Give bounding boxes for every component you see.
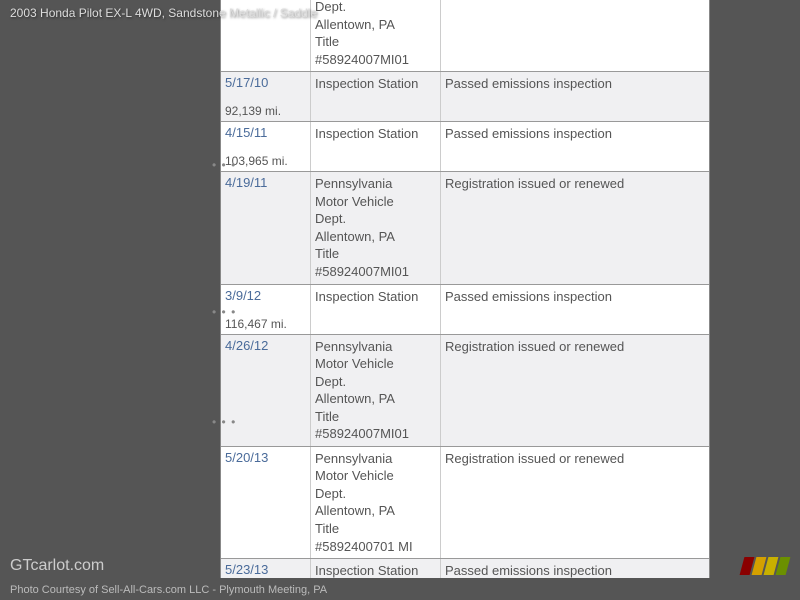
source-line: Inspection Station [315,75,436,93]
source-line: #5892400701 MI [315,538,436,556]
history-row: 5/23/13132,271 mi.Inspection Station Pass… [221,559,709,578]
vehicle-history-panel: PennsylvaniaMotor VehicleDept.Allentown,… [220,0,710,578]
source-line: Pennsylvania [315,175,436,193]
date-column: 5/17/10 92,139 mi. [221,72,311,121]
source-line: Allentown, PA [315,390,436,408]
event-column: Registration issued or renewed [441,0,709,71]
logo-bar [776,557,791,575]
source-line: Inspection Station [315,125,436,143]
watermark-top: 2003 Honda Pilot EX-L 4WD, Sandstone Met… [10,6,317,20]
row-indicator-dots: • • • [212,415,236,429]
record-date[interactable]: 4/15/11 [225,125,306,140]
event-column: Registration issued or renewed [441,172,709,283]
source-line: Title [315,33,436,51]
source-column: Inspection Station [311,72,441,121]
source-line: Dept. [315,0,436,16]
date-column: 5/20/13 [221,447,311,558]
date-column: 4/19/11 [221,172,311,283]
watermark-site: GTcarlot.com [10,557,104,575]
source-column: Inspection Station [311,285,441,334]
source-column: PennsylvaniaMotor VehicleDept.Allentown,… [311,335,441,446]
source-line: #58924007MI01 [315,263,436,281]
source-line: Dept. [315,373,436,391]
source-line: Inspection Station [315,562,436,578]
site-logo [742,557,788,575]
source-line: #58924007MI01 [315,51,436,69]
source-line: Dept. [315,210,436,228]
record-mileage: 103,965 mi. [225,154,306,168]
source-line: Allentown, PA [315,16,436,34]
event-column: Registration issued or renewed [441,335,709,446]
source-line: Motor Vehicle [315,193,436,211]
watermark-credit: Photo Courtesy of Sell-All-Cars.com LLC … [10,584,327,596]
date-column: 5/23/13132,271 mi. [221,559,311,578]
history-row: 4/15/11 103,965 mi. Inspection Station Pass… [221,122,709,172]
history-row: 5/20/13 PennsylvaniaMotor VehicleDept.All… [221,447,709,559]
record-mileage: 116,467 mi. [225,317,306,331]
source-line: Allentown, PA [315,228,436,246]
record-date[interactable]: 5/20/13 [225,450,306,465]
source-line: Pennsylvania [315,338,436,356]
source-line: Title [315,245,436,263]
record-date[interactable]: 5/23/13 [225,562,306,577]
history-row: 4/26/12 PennsylvaniaMotor VehicleDept.All… [221,335,709,447]
source-column: Inspection Station [311,559,441,578]
source-column: PennsylvaniaMotor VehicleDept.Allentown,… [311,447,441,558]
record-date[interactable]: 4/26/12 [225,338,306,353]
source-line: Motor Vehicle [315,355,436,373]
history-row: 3/9/12 116,467 mi. Inspection Station Passe… [221,285,709,335]
source-column: Inspection Station [311,122,441,171]
source-line: Allentown, PA [315,502,436,520]
source-line: Motor Vehicle [315,467,436,485]
event-column: Registration issued or renewed [441,447,709,558]
row-indicator-dots: • • • [212,158,236,172]
record-mileage: 92,139 mi. [225,104,306,118]
source-line: Title [315,520,436,538]
source-line: Title [315,408,436,426]
event-column: Passed emissions inspection [441,122,709,171]
source-line: Pennsylvania [315,450,436,468]
event-column: Passed emissions inspection [441,559,709,578]
record-date[interactable]: 4/19/11 [225,175,306,190]
source-line: Dept. [315,485,436,503]
history-row: 5/17/10 92,139 mi. Inspection Station Passe… [221,72,709,122]
source-line: #58924007MI01 [315,425,436,443]
event-column: Passed emissions inspection [441,285,709,334]
source-column: PennsylvaniaMotor VehicleDept.Allentown,… [311,0,441,71]
source-column: PennsylvaniaMotor VehicleDept.Allentown,… [311,172,441,283]
record-date[interactable]: 3/9/12 [225,288,306,303]
record-date[interactable]: 5/17/10 [225,75,306,90]
row-indicator-dots: • • • [212,305,236,319]
date-column: 4/26/12 [221,335,311,446]
history-row: 4/19/11 PennsylvaniaMotor VehicleDept.All… [221,172,709,284]
source-line: Inspection Station [315,288,436,306]
event-column: Passed emissions inspection [441,72,709,121]
